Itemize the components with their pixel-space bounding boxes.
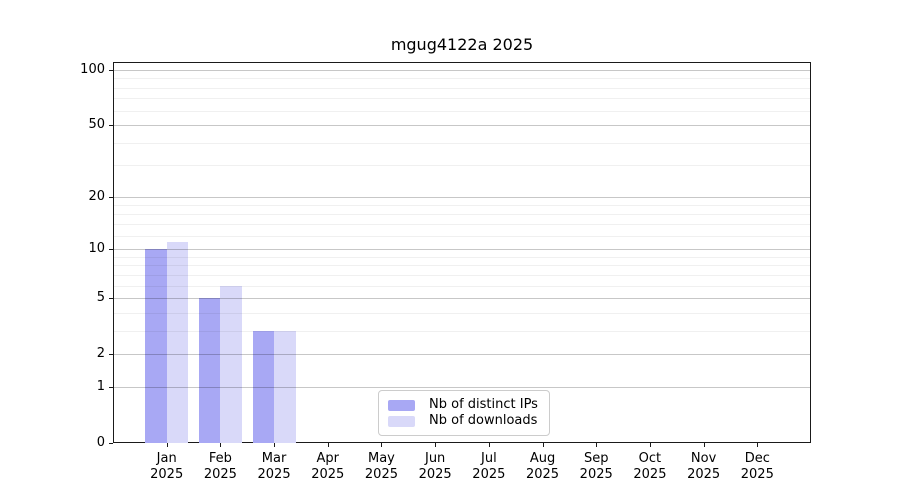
y-tick-label-10: 10 [88,241,105,257]
x-tick-label-mar: Mar 2025 [257,451,291,482]
x-tick-label-jun: Jun 2025 [418,451,452,482]
x-tick-mark-mar [274,443,276,447]
x-tick-mark-sep [596,443,598,447]
x-tick-mark-feb [220,443,222,447]
x-tick-label-jul: Jul 2025 [472,451,506,482]
x-tick-mark-may [381,443,383,447]
y-tick-mark-0 [109,443,113,444]
y-tick-label-50: 50 [88,117,105,133]
distinct-ips-swatch-icon [388,399,415,411]
y-tick-mark-10 [109,249,113,251]
y-tick-label-20: 20 [88,188,105,204]
y-tick-label-100: 100 [80,62,105,77]
x-tick-label-dec: Dec 2025 [740,451,774,482]
bar-feb-downloads [220,285,242,443]
legend-label-distinct-ips: Nb of distinct IPs [429,397,538,412]
downloads-swatch-icon [388,415,415,427]
bar-mar-distinct-ips [252,330,275,443]
bar-jan-downloads [166,242,189,443]
y-tick-label-0: 0 [96,435,105,450]
y-tick-mark-5 [109,298,113,300]
chart-title: mgug4122a 2025 [390,35,534,54]
y-tick-mark-20 [109,196,113,198]
y-tick-mark-100 [109,70,113,71]
bar-mar-downloads [274,330,296,443]
bars-layer [114,63,810,443]
x-tick-mark-oct [649,443,651,447]
legend-item-downloads: Nb of downloads [388,413,541,429]
x-tick-mark-jun [435,443,437,447]
x-tick-label-jan: Jan 2025 [150,451,184,482]
x-tick-label-oct: Oct 2025 [633,451,667,482]
y-tick-label-1: 1 [96,378,105,394]
x-tick-mark-jan [166,443,168,447]
x-tick-label-may: May 2025 [364,451,398,482]
legend-item-distinct-ips: Nb of distinct IPs [388,397,541,413]
bar-jan-distinct-ips [145,249,167,443]
legend-label-downloads: Nb of downloads [429,413,538,428]
y-tick-mark-2 [109,354,113,356]
x-tick-mark-aug [542,443,544,447]
plot-area [113,62,811,443]
x-tick-mark-nov [703,443,705,447]
y-tick-label-5: 5 [96,290,105,306]
x-tick-mark-dec [757,443,759,447]
x-tick-label-sep: Sep 2025 [579,451,613,482]
x-tick-label-feb: Feb 2025 [203,451,237,482]
x-tick-label-nov: Nov 2025 [687,451,721,482]
y-tick-label-2: 2 [96,346,105,362]
y-tick-mark-50 [109,125,113,127]
legend: Nb of distinct IPs Nb of downloads [378,390,550,436]
x-tick-label-aug: Aug 2025 [525,451,560,482]
y-tick-mark-1 [109,386,113,388]
x-tick-label-apr: Apr 2025 [311,451,345,482]
x-tick-mark-apr [327,443,329,447]
bar-feb-distinct-ips [198,298,221,443]
x-tick-mark-jul [488,443,490,447]
